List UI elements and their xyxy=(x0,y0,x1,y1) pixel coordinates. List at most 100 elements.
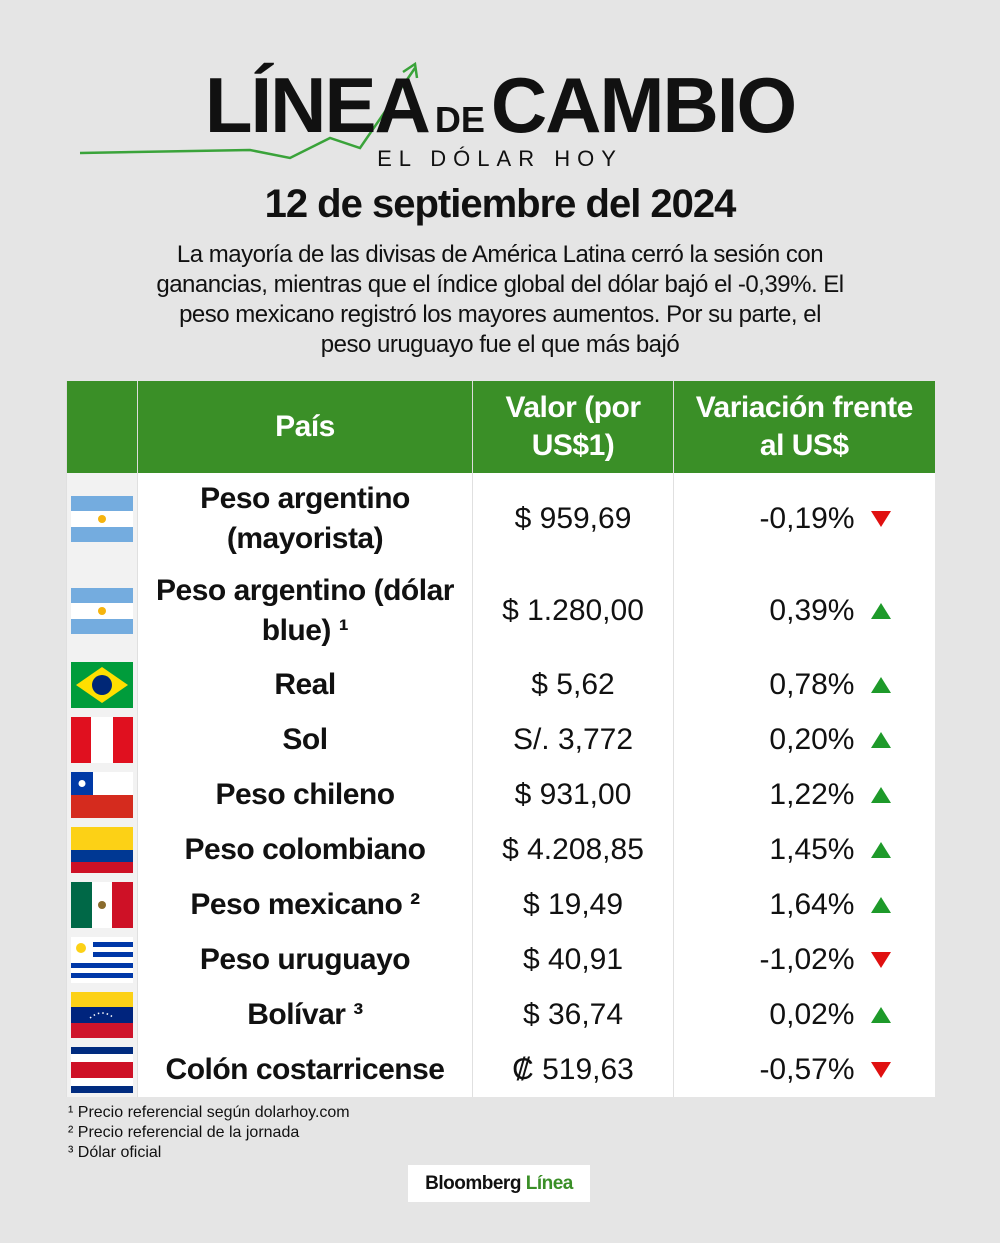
value: $ 959,69 xyxy=(472,473,674,565)
flag-cell xyxy=(66,657,138,712)
summary: La mayoría de las divisas de América Lat… xyxy=(156,241,844,358)
flag xyxy=(71,661,133,708)
country: Peso uruguayo xyxy=(137,932,473,987)
flag-cell xyxy=(66,932,138,987)
table-row: Colón costarricense ₡ 519,63 -0,57% xyxy=(66,1042,935,1097)
table-row: Bolívar ³ $ 36,74 0,02% xyxy=(66,987,935,1042)
flag xyxy=(71,881,133,928)
variation-cell: 1,22% xyxy=(673,767,935,822)
variation-cell: 1,45% xyxy=(673,822,935,877)
flag-cell xyxy=(66,473,138,565)
arrow-down xyxy=(870,951,891,968)
value: $ 1.280,00 xyxy=(472,565,674,657)
variation: -0,57% xyxy=(759,1052,855,1086)
variation: -0,19% xyxy=(759,502,855,535)
country: Colón costarricense xyxy=(137,1042,473,1097)
currency-table: País Valor (por US$1) Variación frente al … xyxy=(66,381,935,1097)
logo-arrow xyxy=(79,61,419,160)
brand-suffix: Línea xyxy=(525,1173,574,1194)
flag xyxy=(71,1046,133,1093)
flag xyxy=(71,991,133,1038)
flag xyxy=(71,771,133,818)
logo-right: CAMBIO xyxy=(490,61,797,149)
arrow-up xyxy=(870,896,891,913)
flag-cell xyxy=(66,767,138,822)
logo-mid: DE xyxy=(434,99,485,140)
variation-cell: -1,02% xyxy=(673,932,935,987)
flag-cell xyxy=(66,877,138,932)
header-cell: Variación frente al US$ xyxy=(673,381,935,473)
arrow-up xyxy=(870,676,891,693)
table-row: Peso colombiano $ 4.208,85 1,45% xyxy=(66,822,935,877)
flag-cell xyxy=(66,987,138,1042)
value: ₡ 519,63 xyxy=(472,1042,674,1097)
table-row: Real $ 5,62 0,78% xyxy=(66,657,935,712)
subtitle: EL DÓLAR HOY xyxy=(377,146,623,171)
variation-cell: 0,02% xyxy=(673,987,935,1042)
country: Sol xyxy=(137,712,473,767)
variation: -1,02% xyxy=(759,942,855,976)
value: S/. 3,772 xyxy=(472,712,674,767)
arrow-up xyxy=(870,786,891,803)
value: $ 36,74 xyxy=(472,987,674,1042)
brand: Bloomberg Línea xyxy=(408,1165,590,1202)
variation: 0,78% xyxy=(769,667,855,701)
variation: 0,20% xyxy=(769,722,855,756)
header-cell: Valor (por US$1) xyxy=(472,381,674,473)
country: Real xyxy=(137,657,473,712)
country: Peso argentino (mayorista) xyxy=(137,473,473,565)
value: $ 5,62 xyxy=(472,657,674,712)
arrow-down xyxy=(870,1061,891,1078)
country: Bolívar ³ xyxy=(137,987,473,1042)
table-row: Peso uruguayo $ 40,91 -1,02% xyxy=(66,932,935,987)
table-row: Peso mexicano ² $ 19,49 1,64% xyxy=(66,877,935,932)
value: $ 40,91 xyxy=(472,932,674,987)
country: Peso colombiano xyxy=(137,822,473,877)
arrow-up xyxy=(870,1006,891,1023)
variation: 0,02% xyxy=(769,997,855,1031)
flag xyxy=(71,826,133,873)
flag xyxy=(71,496,133,542)
variation-cell: -0,19% xyxy=(673,473,935,565)
arrow-up xyxy=(870,841,891,858)
country: Peso mexicano ² xyxy=(137,877,473,932)
logo-left: LÍNEA xyxy=(204,61,431,149)
variation-cell: 0,39% xyxy=(673,565,935,657)
date: 12 de septiembre del 2024 xyxy=(264,182,737,226)
arrow-up xyxy=(870,603,891,619)
flag-cell xyxy=(66,822,138,877)
variation-cell: 0,20% xyxy=(673,712,935,767)
arrow-up xyxy=(870,731,891,748)
variation-cell: 1,64% xyxy=(673,877,935,932)
flag xyxy=(71,588,133,634)
arrow-down xyxy=(870,511,891,527)
table-row: Sol S/. 3,772 0,20% xyxy=(66,712,935,767)
flag-cell xyxy=(66,712,138,767)
variation: 0,39% xyxy=(769,594,855,627)
brand-name: Bloomberg xyxy=(425,1173,521,1194)
table-row: Peso argentino (dólar blue) ¹ $ 1.280,00 0… xyxy=(66,565,935,657)
footnote: ³ Dólar oficial xyxy=(68,1144,162,1161)
header-cell: País xyxy=(137,381,473,473)
country: Peso argentino (dólar blue) ¹ xyxy=(137,565,473,657)
variation: 1,64% xyxy=(769,887,855,921)
footnote: ¹ Precio referencial según dolarhoy.com xyxy=(68,1104,350,1121)
header-cell xyxy=(66,381,138,473)
value: $ 931,00 xyxy=(472,767,674,822)
footnotes: ¹ Precio referencial según dolarhoy.com ²… xyxy=(68,1103,350,1163)
value: $ 4.208,85 xyxy=(472,822,674,877)
variation: 1,45% xyxy=(769,832,855,866)
variation-cell: 0,78% xyxy=(673,657,935,712)
table-row: Peso chileno $ 931,00 1,22% xyxy=(66,767,935,822)
country: Peso chileno xyxy=(137,767,473,822)
footnote: ² Precio referencial de la jornada xyxy=(68,1124,300,1141)
flag-cell xyxy=(66,1042,138,1097)
flag-cell xyxy=(66,565,138,657)
variation-cell: -0,57% xyxy=(673,1042,935,1097)
value: $ 19,49 xyxy=(472,877,674,932)
table-row: Peso argentino (mayorista) $ 959,69 -0,19% xyxy=(66,473,935,565)
logo: LÍNEA DECAMBIO xyxy=(0,60,1000,151)
variation: 1,22% xyxy=(769,777,855,811)
flag xyxy=(71,716,133,763)
